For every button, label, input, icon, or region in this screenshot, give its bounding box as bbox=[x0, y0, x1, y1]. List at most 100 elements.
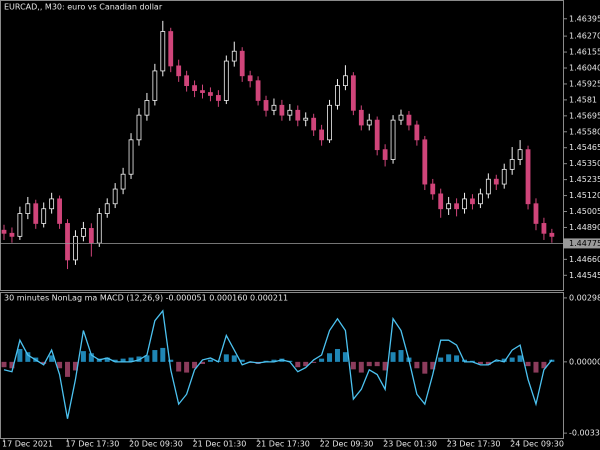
candle-body bbox=[398, 114, 404, 121]
histogram-bar bbox=[501, 358, 507, 362]
x-tick-label: 17 Dec 2021 bbox=[2, 440, 53, 449]
candle-body bbox=[112, 188, 118, 205]
y-tick-label: 1.45925 bbox=[569, 79, 600, 88]
candle-body bbox=[549, 232, 555, 237]
histogram-bar bbox=[72, 361, 78, 371]
histogram-bar bbox=[88, 353, 94, 362]
histogram-bar bbox=[144, 355, 150, 362]
candle-body bbox=[311, 117, 317, 131]
candle-body bbox=[120, 173, 126, 190]
candle-body bbox=[184, 75, 190, 87]
histogram-bar bbox=[57, 361, 63, 369]
histogram-bar bbox=[446, 354, 452, 362]
histogram-bar bbox=[342, 352, 348, 362]
candle-body bbox=[200, 90, 205, 93]
candle-body bbox=[295, 109, 301, 121]
y-tick-label: 1.46270 bbox=[569, 32, 600, 41]
histogram-bar bbox=[422, 361, 428, 374]
candle-body bbox=[533, 203, 539, 224]
candle-body bbox=[493, 178, 499, 185]
histogram-bar bbox=[271, 359, 277, 362]
histogram-bar bbox=[541, 361, 547, 369]
histogram-bar bbox=[41, 361, 47, 364]
candle-body bbox=[144, 100, 150, 116]
candle-body bbox=[525, 149, 531, 205]
histogram-bar bbox=[430, 361, 436, 370]
histogram-bar bbox=[398, 350, 404, 362]
chart-title: EURCAD,, M30: euro vs Canadian dollar bbox=[4, 3, 163, 12]
candle-body bbox=[343, 75, 348, 87]
candle-body bbox=[263, 100, 269, 111]
candle-body bbox=[470, 198, 475, 205]
indicator-title: 30 minutes NonLag ma MACD (12,26,9) -0.0… bbox=[4, 294, 288, 303]
histogram-bar bbox=[184, 361, 190, 373]
y-tick-label: 1.44660 bbox=[569, 255, 600, 264]
y-tick-label: 1.45005 bbox=[569, 207, 600, 216]
candle-body bbox=[485, 178, 491, 195]
x-tick-label: 22 Dec 09:30 bbox=[320, 440, 374, 449]
y-tick-label: 1.46395 bbox=[569, 14, 600, 23]
histogram-bar bbox=[438, 357, 444, 362]
candle-body bbox=[33, 203, 39, 224]
candle-body bbox=[446, 203, 452, 210]
candle-body bbox=[366, 119, 372, 126]
histogram-bar bbox=[382, 361, 388, 371]
y-tick-label: 1.45695 bbox=[569, 111, 600, 120]
candle-body bbox=[152, 70, 158, 101]
candle-body bbox=[327, 104, 332, 141]
candle-body bbox=[382, 149, 388, 160]
candle-body bbox=[57, 198, 62, 224]
candle-body bbox=[239, 50, 245, 77]
candle-body bbox=[414, 124, 420, 141]
histogram-bar bbox=[414, 361, 420, 369]
histogram-bar bbox=[350, 361, 356, 370]
histogram-bar bbox=[25, 352, 31, 362]
candle-body bbox=[192, 85, 197, 92]
candle-body bbox=[104, 203, 110, 214]
histogram-bar bbox=[1, 361, 7, 368]
histogram-bar bbox=[477, 361, 483, 364]
candle-body bbox=[223, 60, 229, 101]
x-tick-label: 20 Dec 09:30 bbox=[129, 440, 183, 449]
histogram-bar bbox=[207, 359, 213, 362]
candle-body bbox=[477, 193, 483, 205]
histogram-bar bbox=[295, 361, 301, 368]
candle-body bbox=[462, 198, 467, 210]
histogram-bar bbox=[128, 357, 134, 362]
histogram-bar bbox=[319, 358, 325, 362]
candle-body bbox=[65, 223, 70, 261]
candle-body bbox=[287, 109, 293, 116]
histogram-bar bbox=[112, 359, 118, 362]
histogram-bar bbox=[176, 361, 182, 372]
candle-body bbox=[41, 208, 47, 224]
histogram-bar bbox=[509, 357, 515, 362]
histogram-bar bbox=[223, 354, 229, 362]
histogram-bar bbox=[517, 355, 523, 362]
histogram-bar bbox=[120, 358, 126, 362]
y-tick-label: 1.45580 bbox=[569, 127, 600, 136]
histogram-bar bbox=[533, 361, 539, 373]
candle-body bbox=[176, 65, 182, 77]
candle-body bbox=[168, 31, 174, 67]
candle-body bbox=[374, 119, 380, 151]
y-tick-label: 1.45235 bbox=[569, 175, 600, 184]
candle-body bbox=[422, 139, 428, 185]
sub-panel-frame bbox=[0, 292, 564, 439]
candle-body bbox=[136, 114, 142, 141]
histogram-bar bbox=[358, 361, 364, 373]
candle-body bbox=[255, 80, 261, 101]
candle-body bbox=[25, 203, 31, 214]
histogram-bar bbox=[303, 361, 309, 367]
candle-body bbox=[390, 119, 396, 160]
y-tick-label: 1.44890 bbox=[569, 223, 600, 232]
x-tick-label: 21 Dec 17:30 bbox=[256, 440, 310, 449]
x-tick-label: 17 Dec 17:30 bbox=[66, 440, 120, 449]
candle-body bbox=[17, 213, 23, 237]
y-tick-label: 1.4581 bbox=[569, 95, 597, 104]
candle-body bbox=[454, 203, 459, 210]
candle-body bbox=[247, 75, 253, 82]
y-tick-label: 1.45120 bbox=[569, 191, 600, 200]
histogram-bar bbox=[80, 351, 86, 362]
y-tick-label: 0.002981 bbox=[569, 293, 600, 302]
